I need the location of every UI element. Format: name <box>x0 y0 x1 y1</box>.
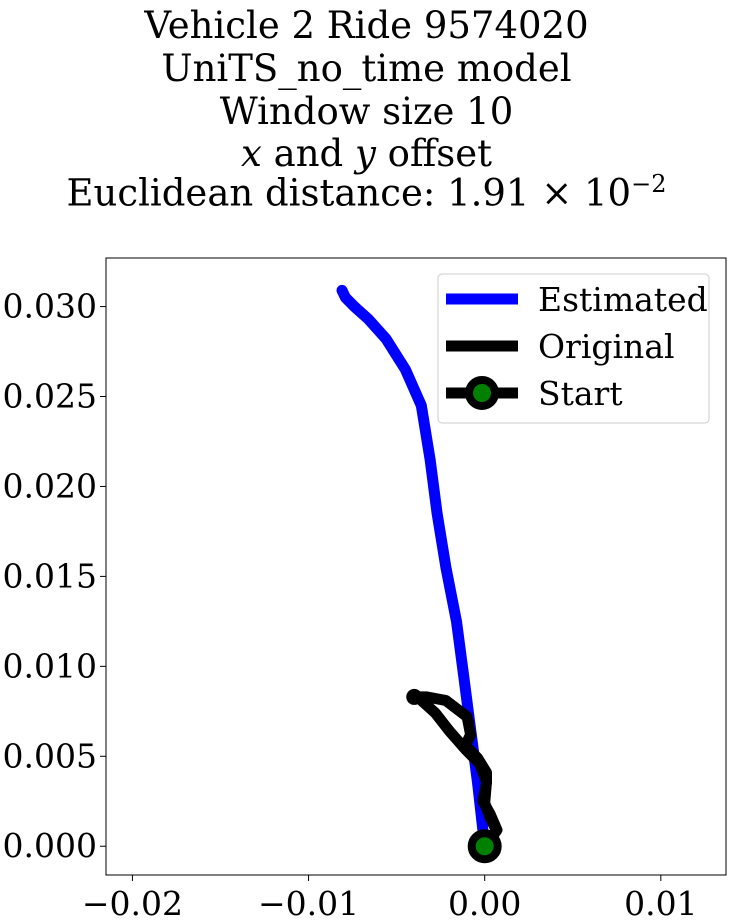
x-tick-label: −0.01 <box>258 884 359 921</box>
title-line-model: UniTS_no_time model <box>161 47 572 90</box>
y-tick-label: 0.010 <box>3 646 97 685</box>
legend-start-label: Start <box>538 374 623 413</box>
axes-frame <box>105 257 727 876</box>
y-tick-label: 0.005 <box>3 736 97 775</box>
title-line-window: Window size 10 <box>219 90 514 133</box>
title-and-text: and <box>261 132 355 175</box>
title-line-distance: Euclidean distance: 1.91 × 10−2 <box>0 170 733 214</box>
legend-frame <box>437 273 710 424</box>
series-start-marker <box>467 829 502 864</box>
y-tick-label: 0.020 <box>3 466 97 505</box>
title-distance-exponent: −2 <box>631 170 667 198</box>
series-original-endpoint <box>406 688 423 705</box>
title-x-var: x <box>241 132 262 175</box>
series-layer <box>336 284 503 864</box>
legend-estimated-label: Estimated <box>538 280 708 319</box>
x-tick-label: −0.02 <box>82 884 183 921</box>
y-tick-label: 0.015 <box>3 556 97 595</box>
x-tick-label: 0.00 <box>448 884 521 921</box>
x-axis: −0.02 −0.01 0.00 0.01 <box>82 875 698 921</box>
y-tick-label: 0.030 <box>3 287 97 326</box>
legend: Estimated Original Start <box>437 273 710 424</box>
legend-original-label: Original <box>538 327 675 366</box>
title-distance-text: Euclidean distance: 1.91 × 10 <box>66 171 632 215</box>
series-original-line <box>408 691 503 852</box>
x-tick-label: 0.01 <box>624 884 697 921</box>
title-offset-text: offset <box>375 132 492 175</box>
title-y-var: y <box>355 132 376 175</box>
y-tick-label: 0.025 <box>3 377 97 416</box>
series-estimated-endpoint <box>336 284 348 296</box>
legend-start-marker <box>465 376 499 410</box>
title-line-vehicle: Vehicle 2 Ride 9574020 <box>144 4 589 47</box>
y-tick-label: 0.000 <box>3 826 97 865</box>
y-axis: 0.000 0.005 0.010 0.015 0.020 0.025 0.030 <box>3 287 106 865</box>
title-line-offset: x and y offset <box>0 132 733 175</box>
